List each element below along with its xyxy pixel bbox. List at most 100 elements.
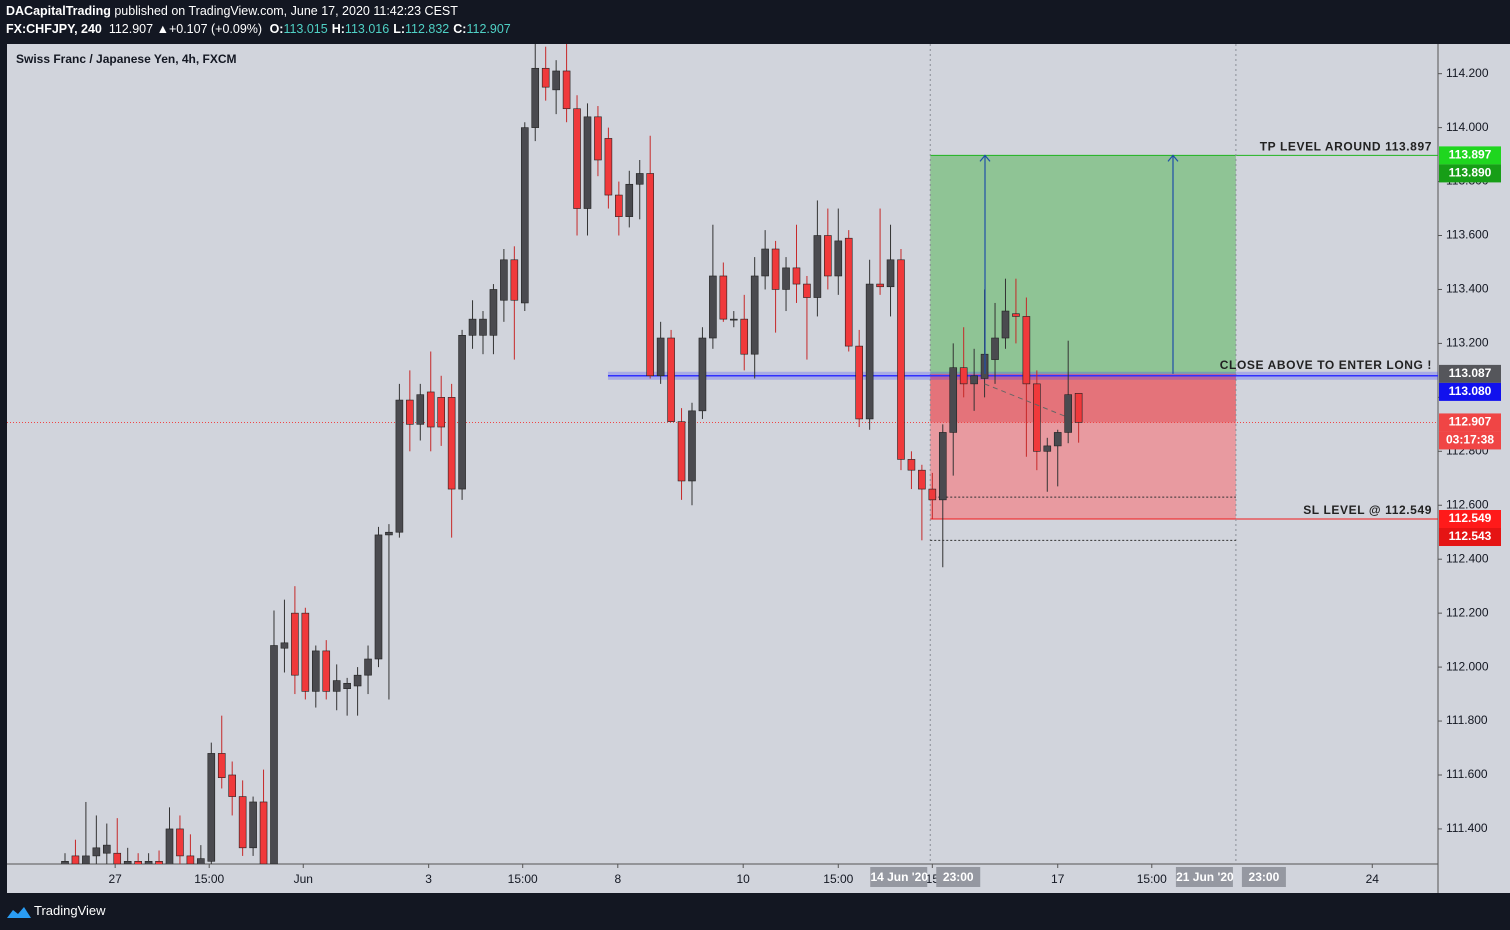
x-tick-label: 15:00 <box>508 872 538 886</box>
y-tick-label: 112.600 <box>1446 497 1489 511</box>
price-badge-label: 112.543 <box>1449 529 1492 543</box>
trend-line <box>984 383 1066 417</box>
y-tick-label: 113.200 <box>1446 336 1489 350</box>
candle-body <box>1022 316 1031 385</box>
plot <box>7 44 1438 864</box>
candle-body <box>771 248 780 290</box>
candle-body <box>719 275 728 320</box>
price-badge <box>1439 146 1501 165</box>
candle-body <box>197 858 205 864</box>
candle-body <box>855 345 863 420</box>
ohlc-label: C: <box>453 22 467 36</box>
ohlc-label: H: <box>331 22 345 36</box>
candle-body <box>113 852 122 864</box>
candle-body <box>437 397 445 428</box>
y-tick-label: 112.200 <box>1446 605 1489 619</box>
header: DACapitalTrading published on TradingVie… <box>0 0 1510 44</box>
open-loss-zone <box>930 373 1236 423</box>
x-tick-label: 10 <box>737 872 751 886</box>
candle-body <box>61 861 69 864</box>
candle-body <box>71 855 80 864</box>
x-tick-label: 15 <box>926 872 940 886</box>
candle-body <box>573 108 581 209</box>
candle-body <box>489 289 498 336</box>
candle-body <box>667 337 675 422</box>
target-zone <box>930 155 1236 374</box>
candle-body <box>102 844 111 854</box>
candle-body <box>750 275 759 355</box>
candle-body <box>991 337 999 360</box>
candle-body <box>928 488 937 501</box>
ohlc-value: 112.907 <box>466 22 511 36</box>
y-tick-label: 113.400 <box>1446 282 1489 296</box>
price-badge-label: 113.080 <box>1449 384 1492 398</box>
x-tick-label: 15:00 <box>194 872 224 886</box>
candle-body <box>458 335 466 490</box>
symbol: FX:CHFJPY, 240 <box>6 22 102 36</box>
y-tick-label: 112.000 <box>1446 659 1489 673</box>
candle-body <box>938 432 947 501</box>
y-tick-label: 111.800 <box>1446 713 1488 727</box>
candle-body <box>970 375 978 385</box>
last: 112.907 <box>108 22 154 36</box>
candle-body <box>761 248 769 277</box>
candle-body <box>677 421 686 482</box>
y-tick-label: 111.600 <box>1446 767 1488 781</box>
change: +0.107 (+0.09%) <box>168 22 263 36</box>
candle-body <box>259 801 268 864</box>
candle-body <box>280 642 289 649</box>
candle-body <box>510 259 519 301</box>
candle-body <box>792 267 801 285</box>
candle-body <box>520 127 529 304</box>
price-badge-label: 113.890 <box>1449 166 1492 180</box>
price-badge <box>1439 528 1501 547</box>
x-tick-label: 15:00 <box>1137 872 1167 886</box>
candle-body <box>479 318 487 336</box>
candle-body <box>176 828 184 857</box>
price-badge <box>1439 510 1501 529</box>
candle-body <box>406 399 414 425</box>
candle-body <box>416 394 425 425</box>
x-marker-box <box>1175 867 1233 887</box>
candle-body <box>656 337 665 377</box>
candle-body <box>824 235 832 277</box>
price-badge <box>1439 413 1501 432</box>
candle-body <box>1064 394 1072 433</box>
countdown: 03:17:38 <box>1446 433 1494 447</box>
note: TP LEVEL AROUND 113.897 <box>1260 140 1432 154</box>
candle-body <box>123 861 132 864</box>
x-marker-box <box>1241 867 1286 887</box>
candle-body <box>897 259 905 460</box>
footer-brand: TradingView <box>34 903 106 918</box>
y-tick-label: 113.600 <box>1446 228 1489 242</box>
candle-body <box>1053 432 1062 447</box>
candle-body <box>959 367 968 385</box>
candle-body <box>688 410 696 482</box>
candle-body <box>238 796 247 849</box>
candle-body <box>1033 383 1041 452</box>
candle-body <box>740 318 749 355</box>
candle-body <box>813 235 822 298</box>
price-badge-label: 112.549 <box>1449 511 1492 525</box>
candle-body <box>426 391 435 428</box>
candle-body <box>876 283 884 288</box>
candle-body <box>82 855 90 864</box>
candle-body <box>552 70 560 91</box>
candle-body <box>1043 445 1052 452</box>
price-axis <box>1438 44 1510 893</box>
candle-body <box>353 674 362 687</box>
x-tick-label: 17 <box>1051 872 1065 886</box>
candle-body <box>447 397 456 490</box>
candle-body <box>165 828 174 864</box>
x-tick-label: 15:00 <box>823 872 853 886</box>
candle-body <box>907 459 916 471</box>
candle-body <box>186 855 195 864</box>
candle-body <box>865 283 874 420</box>
candle-body <box>625 183 634 217</box>
ohlc-label: O: <box>269 22 284 36</box>
candle-body <box>886 259 895 288</box>
y-tick-label: 114.000 <box>1446 120 1489 134</box>
x-tick-label: 3 <box>425 872 432 886</box>
candle-body <box>468 318 477 336</box>
